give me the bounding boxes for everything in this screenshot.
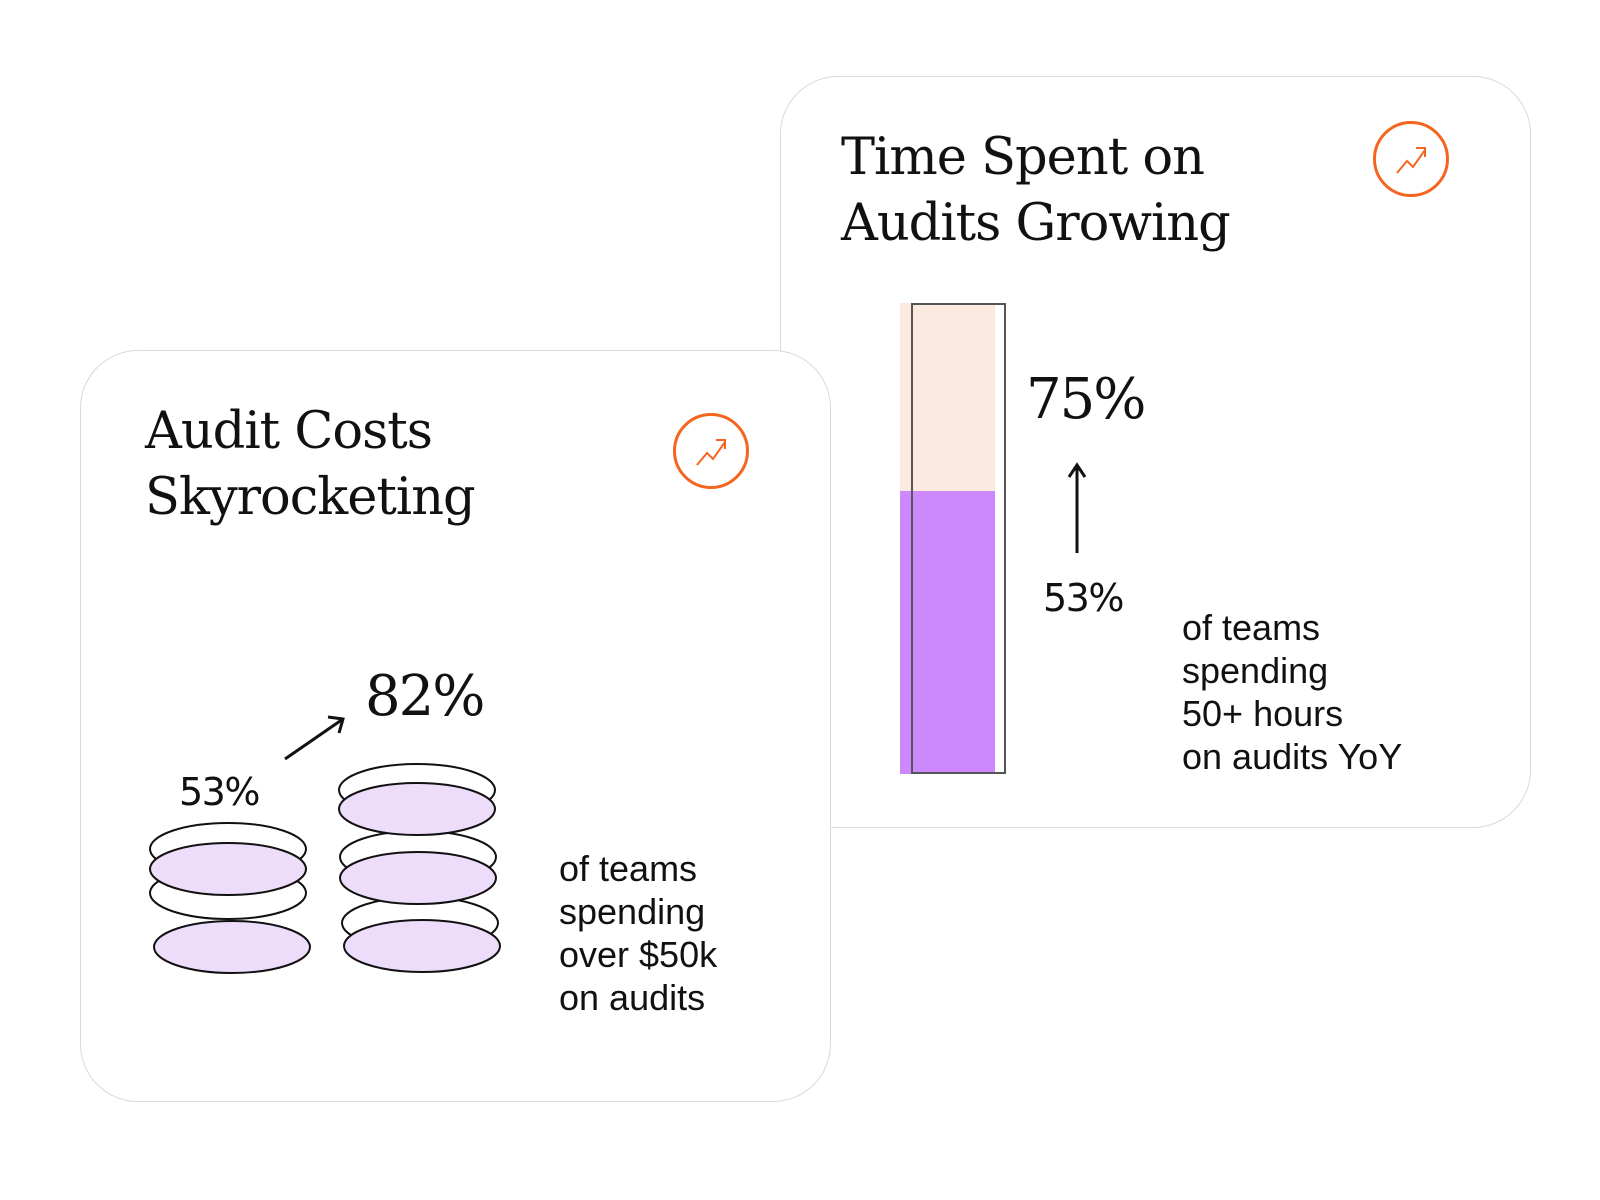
description-line: on audits YoY: [1182, 736, 1403, 777]
time-to-value: 75%: [1026, 367, 1146, 432]
description-line: of teams: [1182, 607, 1321, 648]
title-line: Time Spent on: [841, 128, 1205, 187]
description-line: on audits: [559, 977, 706, 1018]
increase-arrow-icon: [1067, 462, 1087, 553]
title-line: Audit Costs: [145, 402, 433, 461]
audit-costs-card: Audit Costs Skyrocketing 82% 53%: [80, 350, 831, 1102]
audit-costs-description: of teams spending over $50k on audits: [559, 847, 717, 1019]
coin-stack-large: [338, 763, 501, 973]
time-bar-fill: [900, 491, 995, 774]
description-line: spending: [559, 891, 706, 932]
time-spent-description: of teams spending 50+ hours on audits Yo…: [1182, 606, 1402, 778]
description-line: spending: [1182, 650, 1329, 691]
time-from-value: 53%: [1043, 576, 1124, 620]
increase-arrow-icon: [284, 715, 345, 761]
description-line: 50+ hours: [1182, 693, 1344, 734]
description-line: over $50k: [559, 934, 718, 975]
time-spent-card: Time Spent on Audits Growing 75% 53% of …: [780, 76, 1531, 828]
coin-stack-small: [149, 822, 311, 974]
cost-to-value: 82%: [365, 664, 485, 729]
trending-up-icon: [1373, 121, 1449, 197]
title-line: Skyrocketing: [145, 468, 476, 527]
coin-stacks-illustration: [149, 763, 501, 974]
title-line: Audits Growing: [841, 194, 1231, 253]
trending-up-icon: [673, 413, 749, 489]
cost-from-value: 53%: [179, 770, 260, 814]
audit-costs-title: Audit Costs Skyrocketing: [145, 399, 476, 531]
description-line: of teams: [559, 848, 698, 889]
time-spent-title: Time Spent on Audits Growing: [841, 125, 1231, 257]
time-bar-outline: [911, 303, 1006, 774]
